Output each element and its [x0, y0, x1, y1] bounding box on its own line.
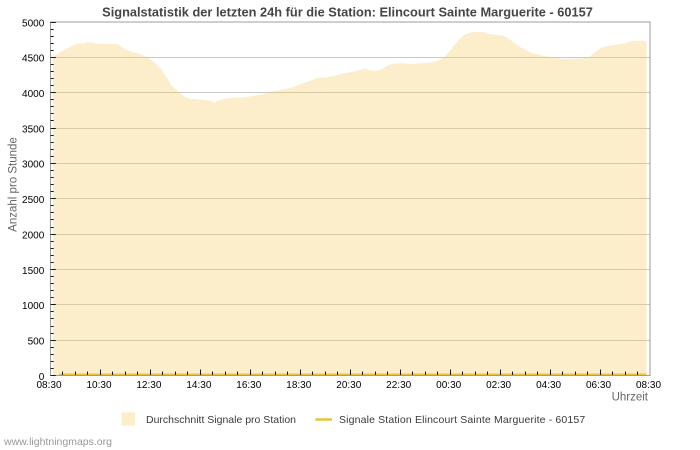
svg-text:4000: 4000 [22, 89, 45, 100]
svg-text:Anzahl pro Stunde: Anzahl pro Stunde [8, 137, 20, 232]
svg-text:Uhrzeit: Uhrzeit [612, 392, 649, 404]
svg-text:www.lightningmaps.org: www.lightningmaps.org [3, 436, 112, 448]
svg-text:0: 0 [39, 372, 45, 383]
svg-text:22:30: 22:30 [386, 380, 411, 391]
svg-text:5000: 5000 [22, 18, 45, 29]
svg-text:02:30: 02:30 [486, 380, 511, 391]
svg-text:4500: 4500 [22, 54, 45, 65]
svg-text:3500: 3500 [22, 124, 45, 135]
svg-text:Signalstatistik der letzten 24: Signalstatistik der letzten 24h für die … [102, 5, 593, 20]
svg-text:06:30: 06:30 [586, 380, 611, 391]
svg-text:12:30: 12:30 [136, 380, 161, 391]
svg-text:00:30: 00:30 [436, 380, 461, 391]
svg-text:Durchschnitt Signale pro Stati: Durchschnitt Signale pro Station [146, 414, 296, 426]
svg-text:2500: 2500 [22, 195, 45, 206]
svg-text:10:30: 10:30 [86, 380, 111, 391]
svg-text:1500: 1500 [22, 266, 45, 277]
svg-text:3000: 3000 [22, 160, 45, 171]
svg-text:20:30: 20:30 [336, 380, 361, 391]
svg-text:08:30: 08:30 [636, 380, 661, 391]
svg-text:04:30: 04:30 [536, 380, 561, 391]
svg-text:18:30: 18:30 [286, 380, 311, 391]
svg-text:500: 500 [28, 336, 45, 347]
svg-text:1000: 1000 [22, 301, 45, 312]
svg-text:08:30: 08:30 [36, 380, 61, 391]
svg-text:14:30: 14:30 [186, 380, 211, 391]
svg-text:Signale Station Elincourt Sain: Signale Station Elincourt Sainte Marguer… [339, 414, 585, 426]
svg-text:2000: 2000 [22, 230, 45, 241]
svg-text:16:30: 16:30 [236, 380, 261, 391]
